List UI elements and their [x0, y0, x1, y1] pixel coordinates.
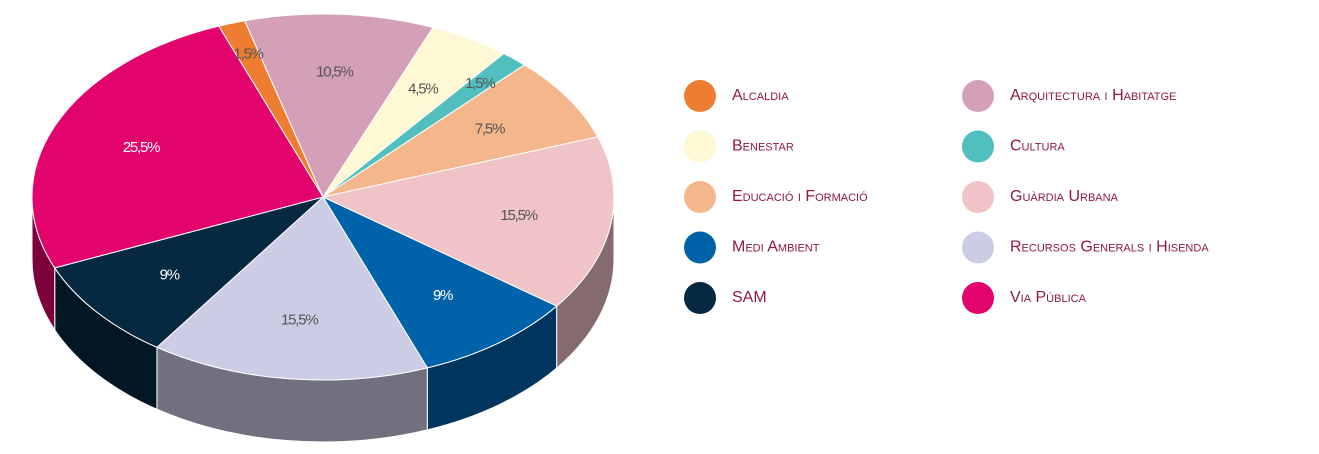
legend-marker: [684, 80, 716, 112]
legend-marker: [962, 80, 994, 112]
legend-label: Benestar: [732, 138, 794, 155]
data-label: 4,5%: [408, 81, 438, 98]
pie-slice: [244, 13, 434, 199]
legend-label: Medi Ambient: [732, 239, 820, 256]
data-label: 1,5%: [465, 75, 495, 92]
pie-slice: [53, 196, 324, 348]
legend-marker: [684, 181, 716, 213]
data-label: 15,5%: [281, 312, 318, 329]
legend-label: Educació i Formació: [732, 188, 868, 205]
legend-marker: [962, 282, 994, 314]
data-label: 1,5%: [233, 45, 263, 62]
legend-marker: [684, 282, 716, 314]
data-label: 9%: [433, 287, 453, 304]
pie-slice: [321, 136, 615, 307]
legend-marker: [684, 231, 716, 264]
legend-marker: [962, 231, 994, 264]
legend-marker: [962, 181, 994, 213]
legend-label: Recursos Generals i Hisenda: [1010, 239, 1209, 256]
data-label: 7,5%: [475, 121, 505, 138]
legend-label: SAM: [732, 289, 767, 306]
pie-slice: [31, 25, 324, 269]
legend-label: Arquitectura i Habitatge: [1010, 87, 1176, 104]
legend-marker: [962, 130, 994, 163]
pie-slice: [322, 64, 599, 198]
data-label: 15,5%: [500, 207, 537, 224]
legend-label: Cultura: [1010, 138, 1065, 155]
pie-slice: [321, 195, 558, 369]
legend-label: Via Pública: [1010, 289, 1087, 306]
data-label: 10,5%: [316, 64, 353, 81]
data-label: 25,5%: [123, 139, 160, 156]
legend-label: Guàrdia Urbana: [1010, 188, 1119, 205]
legend-marker: [684, 130, 716, 163]
legend-label: Alcaldia: [732, 87, 789, 104]
data-label: 9%: [160, 266, 180, 283]
pie-slice: [156, 196, 429, 381]
